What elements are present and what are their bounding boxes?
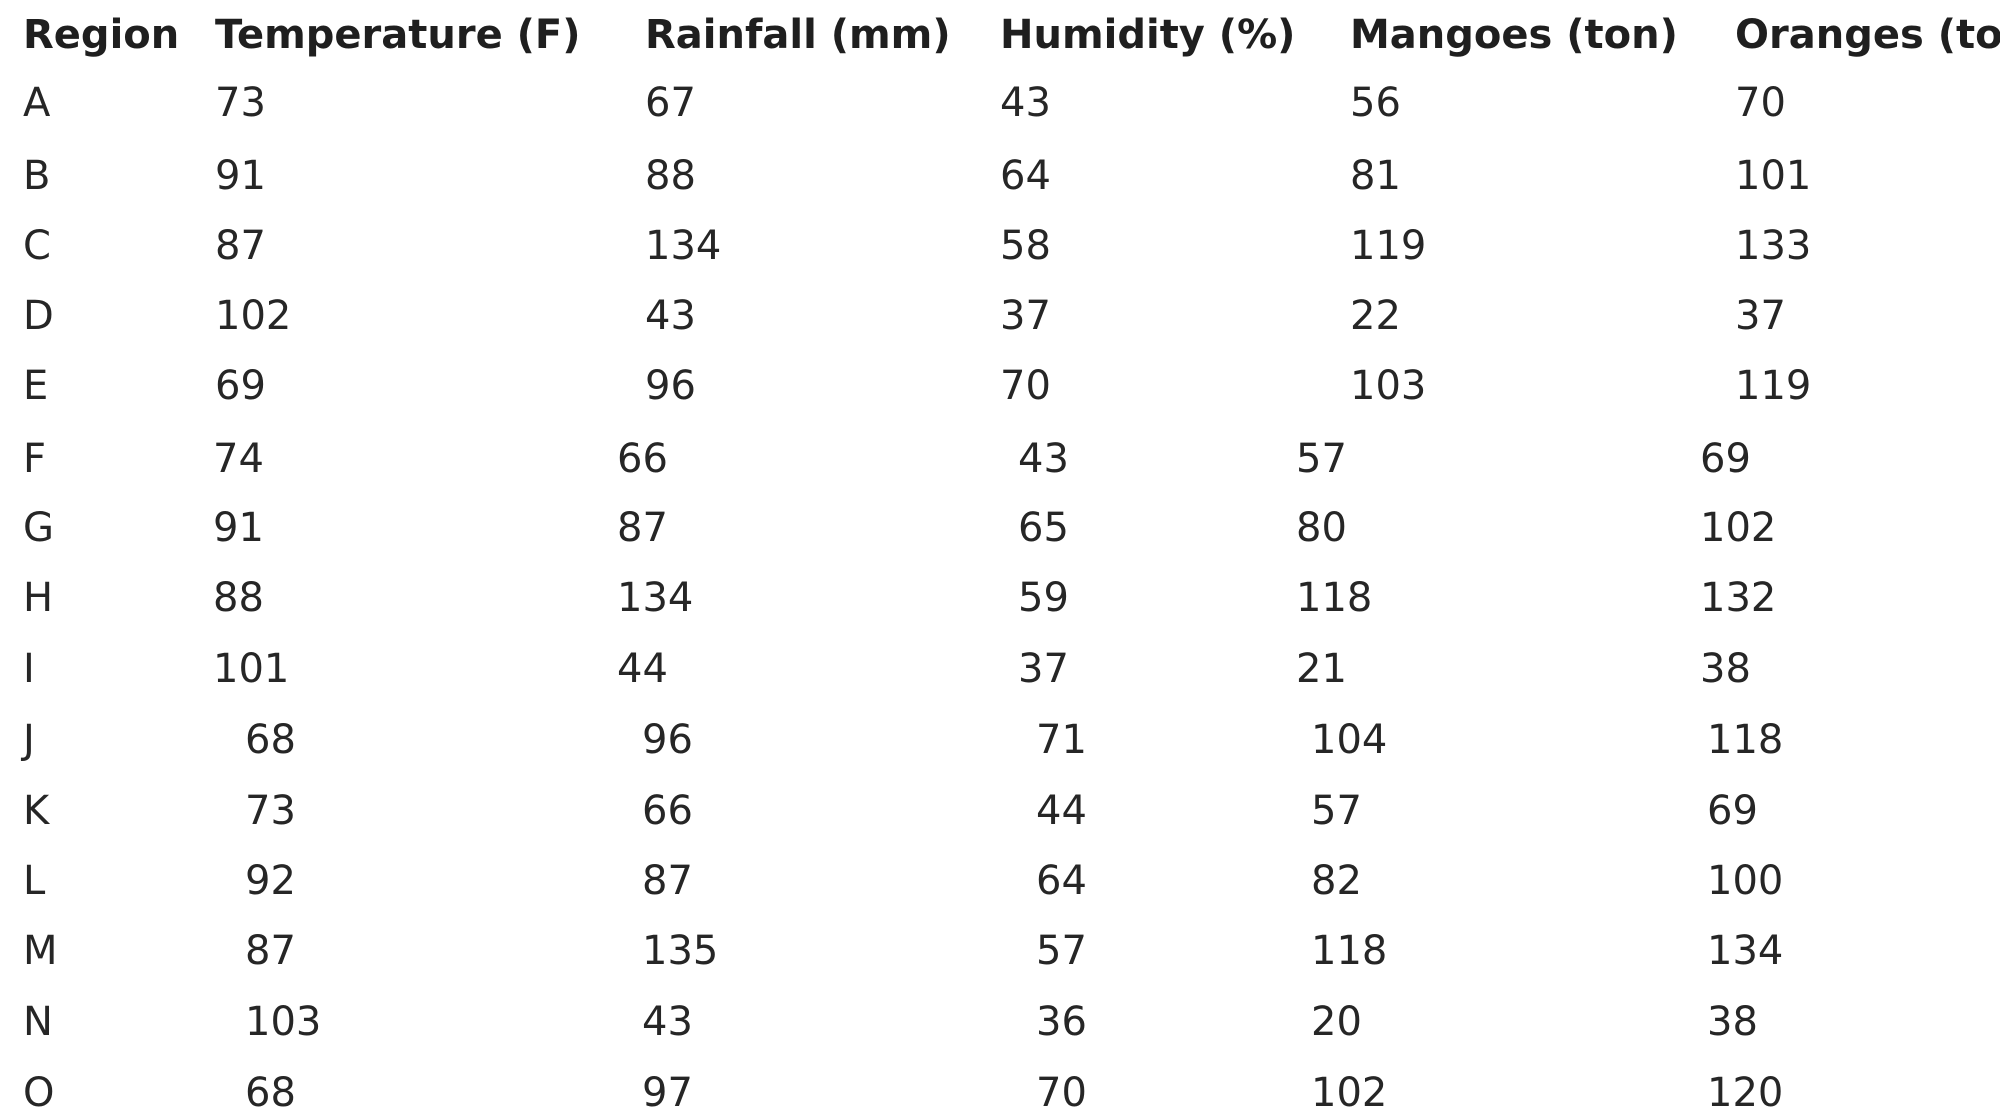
table-cell: 97 — [642, 1070, 693, 1116]
table-cell: 69 — [1700, 436, 1751, 482]
table-cell: 101 — [213, 646, 290, 692]
table-cell: 57 — [1296, 436, 1347, 482]
table-cell: 103 — [1350, 363, 1427, 409]
table-cell: 43 — [642, 999, 693, 1045]
table-cell: 101 — [1735, 153, 1812, 199]
table-cell: 44 — [1036, 788, 1087, 834]
table-cell: 88 — [645, 153, 696, 199]
region-cell: L — [23, 858, 46, 904]
region-cell: B — [23, 153, 51, 199]
table-cell: 37 — [1000, 293, 1051, 339]
table-cell: 65 — [1018, 505, 1069, 551]
table-cell: 64 — [1000, 153, 1051, 199]
table-cell: 43 — [1018, 436, 1069, 482]
table-cell: 57 — [1036, 928, 1087, 974]
region-cell: K — [23, 788, 50, 834]
table-cell: 43 — [1000, 80, 1051, 126]
table-cell: 37 — [1735, 293, 1786, 339]
table-cell: 87 — [245, 928, 296, 974]
table-cell: 134 — [1707, 928, 1784, 974]
table-cell: 21 — [1296, 646, 1347, 692]
table-cell: 43 — [645, 293, 696, 339]
table-cell: 36 — [1036, 999, 1087, 1045]
table-cell: 70 — [1735, 80, 1786, 126]
region-cell: I — [23, 646, 35, 692]
table-cell: 37 — [1018, 646, 1069, 692]
table-cell: 38 — [1700, 646, 1751, 692]
table-cell: 134 — [617, 575, 694, 621]
table-cell: 102 — [1311, 1070, 1388, 1116]
table-cell: 135 — [642, 928, 719, 974]
region-cell: C — [23, 223, 51, 269]
table-cell: 71 — [1036, 717, 1087, 763]
table-cell: 38 — [1707, 999, 1758, 1045]
table-cell: 133 — [1735, 223, 1812, 269]
table-cell: 119 — [1735, 363, 1812, 409]
table-cell: 96 — [642, 717, 693, 763]
table-cell: 96 — [645, 363, 696, 409]
table-cell: 92 — [245, 858, 296, 904]
table-cell: 67 — [645, 80, 696, 126]
table-cell: 91 — [213, 505, 264, 551]
region-cell: G — [23, 505, 54, 551]
table-cell: 87 — [215, 223, 266, 269]
table-cell: 119 — [1350, 223, 1427, 269]
table-cell: 59 — [1018, 575, 1069, 621]
region-cell: M — [23, 928, 58, 974]
table-cell: 87 — [617, 505, 668, 551]
column-header: Oranges (ton) — [1735, 12, 2000, 58]
table-cell: 100 — [1707, 858, 1784, 904]
region-cell: H — [23, 575, 54, 621]
table-cell: 80 — [1296, 505, 1347, 551]
region-cell: D — [23, 293, 54, 339]
column-header: Rainfall (mm) — [645, 12, 951, 58]
table-cell: 66 — [642, 788, 693, 834]
table-cell: 70 — [1000, 363, 1051, 409]
table-cell: 91 — [215, 153, 266, 199]
table-cell: 58 — [1000, 223, 1051, 269]
table-cell: 73 — [215, 80, 266, 126]
table-cell: 69 — [215, 363, 266, 409]
region-cell: F — [23, 436, 47, 482]
column-header: Mangoes (ton) — [1350, 12, 1678, 58]
region-cell: N — [23, 999, 53, 1045]
table-cell: 102 — [215, 293, 292, 339]
table-cell: 57 — [1311, 788, 1362, 834]
table-cell: 56 — [1350, 80, 1401, 126]
table-cell: 64 — [1036, 858, 1087, 904]
table-cell: 118 — [1296, 575, 1373, 621]
table-cell: 118 — [1311, 928, 1388, 974]
table-cell: 66 — [617, 436, 668, 482]
table-cell: 68 — [245, 717, 296, 763]
table-cell: 82 — [1311, 858, 1362, 904]
table-cell: 70 — [1036, 1070, 1087, 1116]
table-cell: 134 — [645, 223, 722, 269]
table-cell: 69 — [1707, 788, 1758, 834]
table-cell: 104 — [1311, 717, 1388, 763]
table-cell: 20 — [1311, 999, 1362, 1045]
table-cell: 103 — [245, 999, 322, 1045]
region-cell: A — [23, 80, 51, 126]
table-cell: 118 — [1707, 717, 1784, 763]
table-cell: 81 — [1350, 153, 1401, 199]
table-cell: 68 — [245, 1070, 296, 1116]
table-cell: 87 — [642, 858, 693, 904]
table-cell: 132 — [1700, 575, 1777, 621]
region-cell: E — [23, 363, 49, 409]
table-cell: 120 — [1707, 1070, 1784, 1116]
table-cell: 74 — [213, 436, 264, 482]
region-cell: J — [23, 717, 35, 763]
table-cell: 88 — [213, 575, 264, 621]
table-cell: 102 — [1700, 505, 1777, 551]
column-header: Region — [23, 12, 180, 58]
table-cell: 22 — [1350, 293, 1401, 339]
table-cell: 73 — [245, 788, 296, 834]
column-header: Humidity (%) — [1000, 12, 1296, 58]
table-cell: 44 — [617, 646, 668, 692]
column-header: Temperature (F) — [215, 12, 581, 58]
region-cell: O — [23, 1070, 55, 1116]
